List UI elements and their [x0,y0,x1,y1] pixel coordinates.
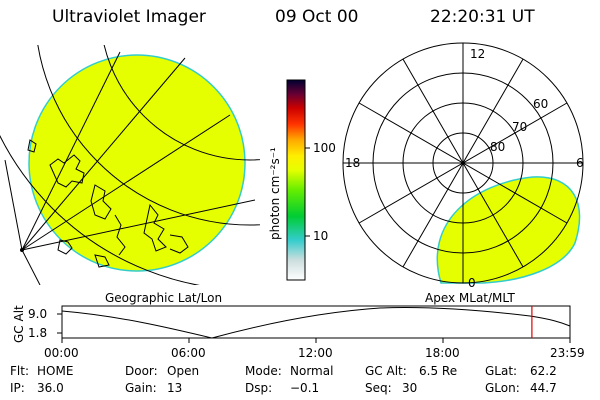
colorbar-unit-label: photon cm⁻²s⁻¹ [268,147,282,240]
polar-plot [342,42,584,284]
lat-label-70: 70 [512,120,528,134]
earth-disk [28,54,246,272]
info-mode-value: Normal [290,364,334,378]
info-door-key: Door: [125,364,158,378]
info-door-value: Open [167,364,200,378]
mlt-label-6: 6 [576,156,584,170]
info-flt-key: Flt: [10,364,29,378]
info-glat-key: GLat: [485,364,518,378]
orbit-xtick-3: 18:00 [425,346,460,360]
info-gain-value: 13 [167,381,183,395]
info-seq-value: 30 [402,381,418,395]
info-glat-value: 62.2 [530,364,557,378]
info-seq-key: Seq: [365,381,392,395]
orbit-ylabel: GC Alt [12,305,26,343]
info-gcalt-value: 6.5 Re [419,364,458,378]
info-mode-key: Mode: [245,364,282,378]
time-label: 22:20:31 UT [430,7,535,27]
orbit-xtick-2: 12:00 [298,346,333,360]
lat-label-80: 80 [490,140,506,154]
info-dsp-key: Dsp: [245,381,273,395]
info-ip-value: 36.0 [37,381,64,395]
info-gcalt-key: GC Alt: [365,364,407,378]
lat-label-60: 60 [533,97,549,111]
info-glon-value: 44.7 [530,381,557,395]
mlt-label-18: 18 [345,156,361,170]
colorbar-tick-100: 100 [313,141,336,155]
orbit-ytick-bottom: 1.8 [28,326,48,340]
orbit-ytick-top: 9.0 [28,307,48,321]
info-ip-key: IP: [10,381,25,395]
colorbar [286,79,306,281]
date-label: 09 Oct 00 [275,7,359,27]
geographic-label: Geographic Lat/Lon [105,291,223,305]
mlt-label-0: 0 [468,276,476,290]
info-flt-value: HOME [37,364,74,378]
info-gain-key: Gain: [125,381,157,395]
mlt-label-12: 12 [470,47,486,61]
orbit-xtick-1: 06:00 [171,346,206,360]
info-dsp-value: −0.1 [290,381,320,395]
orbit-plot [57,305,571,343]
orbit-xtick-4: 23:59 [550,346,585,360]
orbit-xtick-0: 00:00 [44,346,79,360]
apex-label: Apex MLat/MLT [425,291,515,305]
instrument-title: Ultraviolet Imager [52,7,206,27]
colorbar-tick-10: 10 [313,229,329,243]
info-glon-key: GLon: [485,381,520,395]
